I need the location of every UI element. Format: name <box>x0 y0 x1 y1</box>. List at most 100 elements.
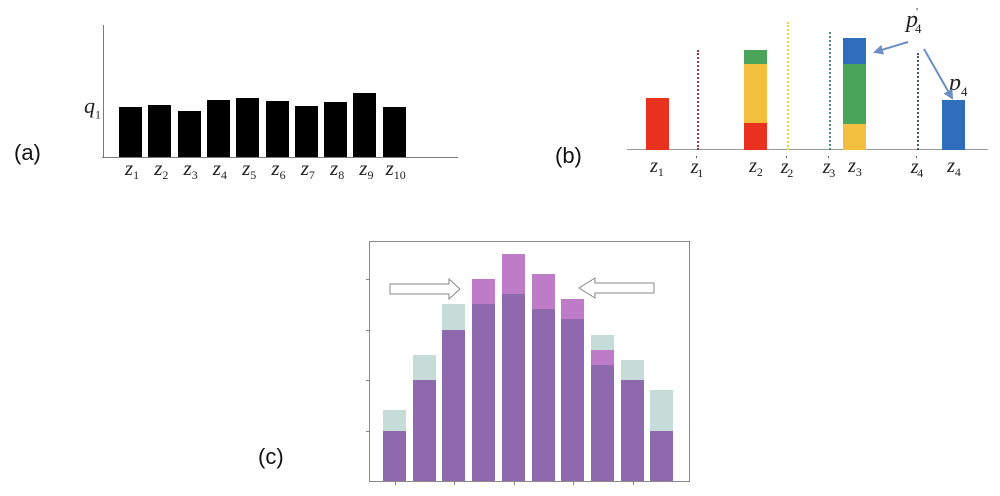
panel-a-y-tick-q1: q1 <box>84 93 101 122</box>
x-tick-label: z'4 <box>911 155 924 181</box>
x-tick-label: z'3 <box>823 155 836 181</box>
panel-b-label: (b) <box>555 143 582 168</box>
tick-sub: 4 <box>954 165 961 179</box>
y-tick-main: q <box>84 93 95 118</box>
bar-z8 <box>324 102 348 157</box>
dotted-line-z2-prime <box>787 22 789 150</box>
tick-main: z <box>271 156 280 180</box>
dotted-line-z1-prime <box>697 50 699 150</box>
panel-a-x-axis <box>102 157 458 158</box>
stacked-bar-z1 <box>646 98 669 150</box>
annotation-sub: 4 <box>914 20 922 36</box>
x-tick-label: z2 <box>154 156 168 183</box>
bar-overlap-3 <box>442 329 466 481</box>
annotation-p4: p4 <box>949 70 968 100</box>
panel-a-y-axis <box>103 25 104 158</box>
segment-red <box>646 98 669 150</box>
x-tick-2 <box>454 481 456 485</box>
tick-sub: 6 <box>279 168 286 182</box>
tick-main: z <box>124 156 134 180</box>
prime-mark: ' <box>827 155 830 166</box>
bar-z10 <box>382 107 406 157</box>
tick-main: z <box>947 155 955 177</box>
bar-overlap-8 <box>590 364 614 481</box>
segment-blue <box>942 100 965 150</box>
tick-main: z <box>330 156 339 180</box>
annotation-main: p <box>906 7 918 33</box>
arrow-to-z4-blue-icon <box>923 48 953 100</box>
segment-yellow <box>843 124 866 150</box>
prime-mark: ' <box>915 155 918 166</box>
stacked-bar-z2 <box>744 50 767 150</box>
x-tick-label: z10 <box>386 156 406 183</box>
x-tick-1 <box>395 481 396 485</box>
tick-sub: 1 <box>133 168 140 182</box>
bar-z2 <box>148 105 172 157</box>
x-tick-label: z3 <box>184 156 198 183</box>
tick-sub: 2 <box>787 166 794 180</box>
tick-main: z <box>385 156 394 180</box>
y-tick-1 <box>366 430 370 432</box>
arrow-to-z3-blue-icon <box>873 41 909 55</box>
tick-sub: 2 <box>756 165 763 179</box>
bar-overlap-2 <box>412 380 436 481</box>
tick-main: z <box>848 155 856 177</box>
segment-green <box>843 64 866 124</box>
x-tick-label: z1 <box>125 156 139 183</box>
x-tick-3 <box>513 481 515 485</box>
bar-overlap-7 <box>561 319 585 481</box>
tick-main: z <box>154 156 163 180</box>
annotation-main: p <box>949 70 961 96</box>
bar-overlap-1 <box>383 430 406 481</box>
prime-mark: ' <box>916 6 918 18</box>
bar-z6 <box>265 101 289 157</box>
x-tick-label: z7 <box>301 156 315 183</box>
bar-overlap-4 <box>472 304 496 481</box>
segment-red <box>744 123 767 150</box>
annotation-sub: 4 <box>961 83 968 99</box>
bar-z1 <box>119 107 142 157</box>
tick-main: z <box>910 156 919 178</box>
tick-main: z <box>749 155 757 177</box>
segment-blue <box>843 38 866 64</box>
segment-green <box>744 50 767 64</box>
bar-z9 <box>353 93 377 157</box>
panel-b-x-axis <box>627 149 988 150</box>
segment-yellow <box>744 64 767 123</box>
x-tick-label: z8 <box>330 156 344 183</box>
y-tick-3 <box>366 329 370 331</box>
y-tick-2 <box>366 380 370 381</box>
bar-overlap-5 <box>501 294 525 481</box>
tick-sub: 4 <box>917 166 924 180</box>
tick-main: z <box>212 156 221 180</box>
x-tick-label: z9 <box>359 156 373 183</box>
y-tick-sub: 1 <box>95 107 101 122</box>
tick-sub: 8 <box>338 168 345 182</box>
x-tick-label: z4 <box>947 155 961 180</box>
y-tick-4 <box>366 279 370 280</box>
x-tick-label: z3 <box>848 155 862 180</box>
tick-sub: 10 <box>393 168 406 182</box>
annotation-p4-prime: p' 4 <box>906 6 921 37</box>
tick-sub: 4 <box>220 168 227 182</box>
bar-overlap-6 <box>531 309 555 481</box>
tick-main: z <box>242 156 251 180</box>
x-tick-5 <box>632 481 634 485</box>
x-tick-label: z'2 <box>781 155 794 181</box>
tick-main: z <box>359 156 368 180</box>
x-tick-label: z'1 <box>691 155 704 181</box>
tick-sub: 7 <box>308 168 315 182</box>
tick-sub: 1 <box>657 165 664 179</box>
tick-main: z <box>690 156 699 178</box>
dotted-line-z4-prime <box>917 53 919 150</box>
stacked-bar-z3 <box>843 38 866 150</box>
stacked-bar-z4 <box>942 100 965 150</box>
x-tick-label: z4 <box>213 156 227 183</box>
dotted-line-z3-prime <box>829 32 831 150</box>
panel-a-label: (a) <box>14 140 41 165</box>
x-tick-label: z6 <box>271 156 285 183</box>
x-tick-4 <box>573 481 575 485</box>
tick-sub: 5 <box>250 168 257 182</box>
tick-sub: 1 <box>697 166 704 180</box>
x-tick-label: z5 <box>242 156 256 183</box>
